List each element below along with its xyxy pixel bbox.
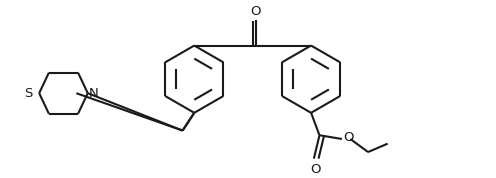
Text: N: N — [89, 87, 98, 100]
Text: S: S — [24, 87, 33, 100]
Text: O: O — [310, 163, 320, 176]
Text: O: O — [343, 131, 354, 144]
Text: O: O — [250, 5, 261, 18]
